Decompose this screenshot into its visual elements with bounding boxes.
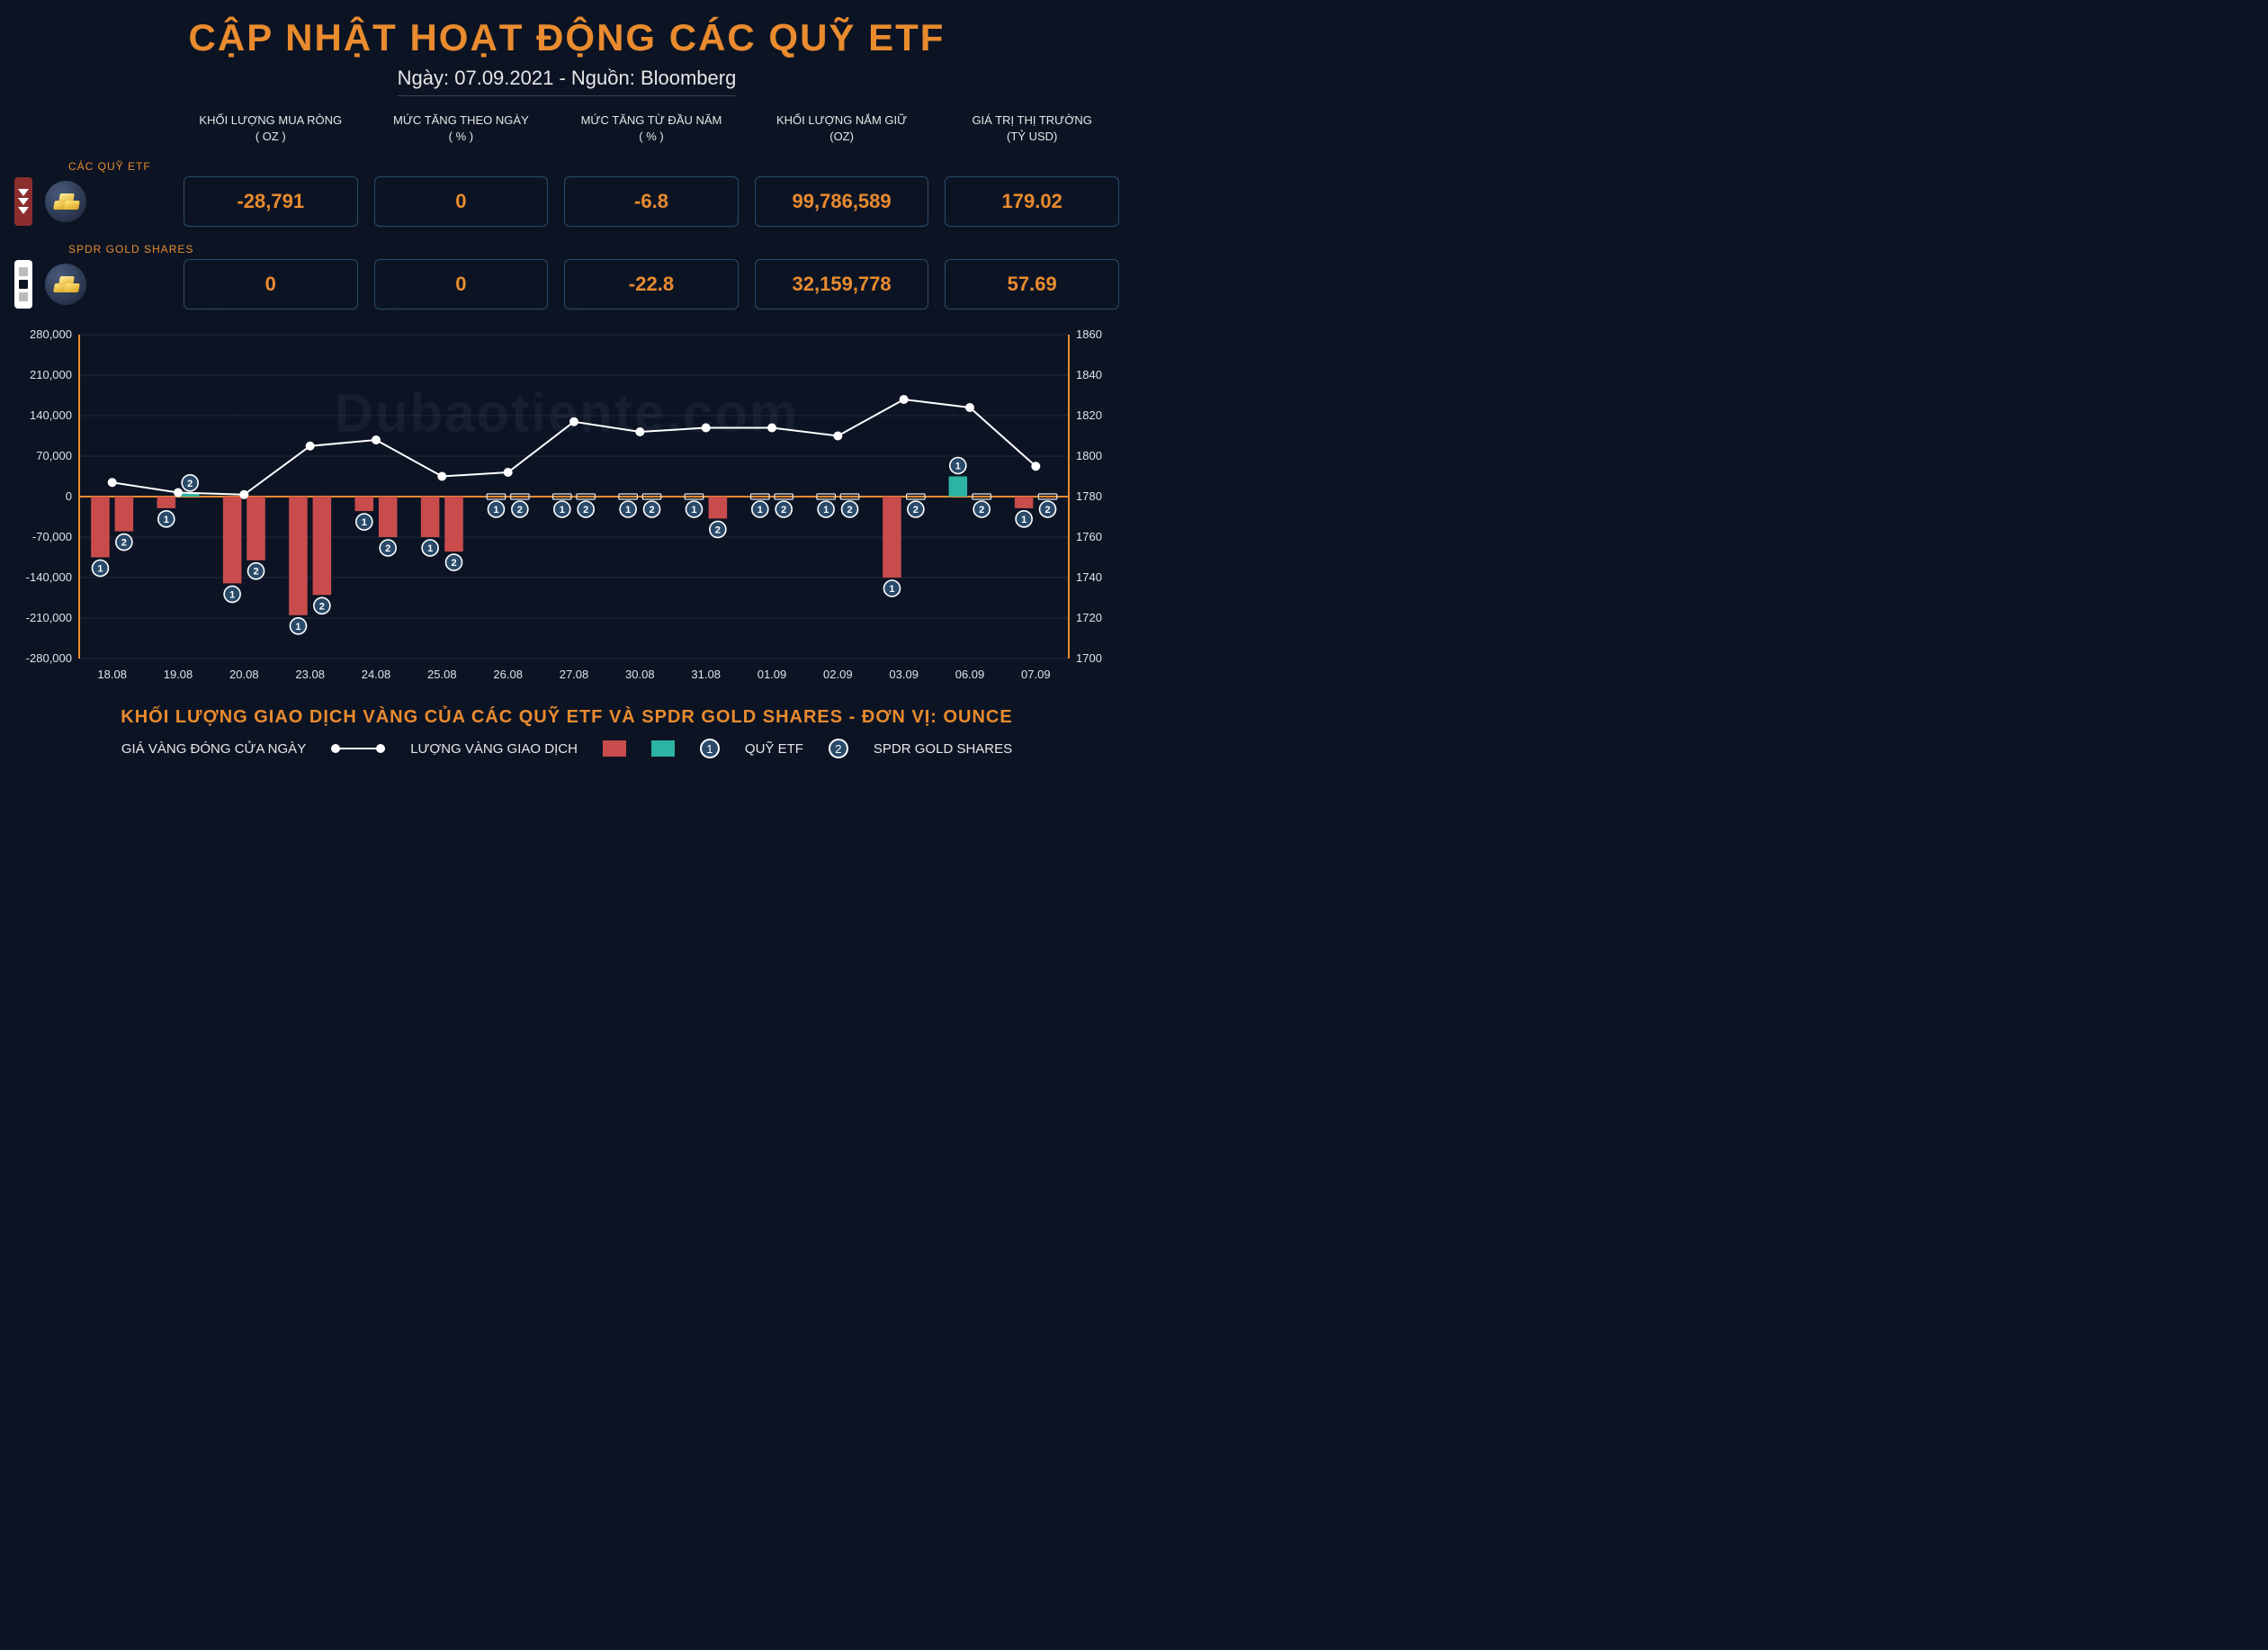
svg-text:1860: 1860	[1076, 327, 1102, 341]
cell: -22.8	[564, 259, 739, 309]
legend-line-icon	[331, 748, 385, 749]
neutral-indicator-icon	[14, 260, 32, 309]
svg-text:01.09: 01.09	[757, 668, 787, 681]
svg-text:1840: 1840	[1076, 368, 1102, 381]
svg-text:2: 2	[913, 505, 919, 516]
svg-text:1800: 1800	[1076, 449, 1102, 462]
svg-text:1: 1	[691, 505, 696, 516]
svg-text:26.08: 26.08	[493, 668, 523, 681]
cell: 57.69	[945, 259, 1119, 309]
svg-text:2: 2	[979, 505, 984, 516]
svg-text:20.08: 20.08	[229, 668, 259, 681]
svg-text:31.08: 31.08	[691, 668, 721, 681]
table-row: -28,791 0 -6.8 99,786,589 179.02	[14, 176, 1119, 227]
svg-text:30.08: 30.08	[625, 668, 655, 681]
svg-text:1: 1	[97, 564, 103, 575]
cell: 99,786,589	[755, 176, 929, 227]
svg-text:1: 1	[1021, 515, 1026, 525]
gold-bars-icon	[45, 264, 86, 305]
svg-text:-210,000: -210,000	[26, 611, 72, 624]
svg-text:1: 1	[823, 505, 829, 516]
svg-text:1700: 1700	[1076, 651, 1102, 665]
svg-text:2: 2	[319, 601, 325, 612]
svg-text:1: 1	[493, 505, 498, 516]
svg-text:1: 1	[295, 622, 300, 632]
svg-text:0: 0	[66, 489, 72, 503]
svg-text:24.08: 24.08	[362, 668, 391, 681]
svg-text:1: 1	[362, 517, 367, 528]
svg-text:25.08: 25.08	[427, 668, 457, 681]
svg-text:-70,000: -70,000	[32, 530, 72, 543]
cell: 32,159,778	[755, 259, 929, 309]
svg-text:70,000: 70,000	[36, 449, 72, 462]
svg-text:1: 1	[560, 505, 565, 516]
svg-text:1: 1	[625, 505, 631, 516]
svg-text:23.08: 23.08	[295, 668, 325, 681]
row-label-spdr: SPDR GOLD SHARES	[14, 243, 1119, 256]
svg-text:140,000: 140,000	[30, 408, 72, 422]
svg-text:1: 1	[229, 590, 235, 601]
svg-text:1: 1	[757, 505, 763, 516]
svg-text:1760: 1760	[1076, 530, 1102, 543]
svg-text:2: 2	[187, 479, 193, 489]
svg-text:2: 2	[715, 525, 721, 536]
volume-price-chart: -280,000 -210,000 -140,000 -70,000 0 70,000 14…	[14, 326, 1119, 695]
svg-text:2: 2	[121, 538, 127, 549]
svg-text:280,000: 280,000	[30, 327, 72, 341]
svg-text:02.09: 02.09	[823, 668, 853, 681]
svg-text:2: 2	[385, 543, 390, 554]
cell: 0	[184, 259, 358, 309]
svg-text:-280,000: -280,000	[26, 651, 72, 665]
col-header: MỨC TĂNG THEO NGÀY( % )	[374, 112, 549, 144]
svg-text:18.08: 18.08	[97, 668, 127, 681]
svg-text:2: 2	[253, 567, 258, 578]
svg-text:210,000: 210,000	[30, 368, 72, 381]
svg-text:1: 1	[427, 543, 433, 554]
svg-text:2: 2	[1044, 505, 1050, 516]
svg-text:07.09: 07.09	[1021, 668, 1051, 681]
svg-text:06.09: 06.09	[955, 668, 985, 681]
svg-text:-140,000: -140,000	[26, 570, 72, 584]
svg-text:2: 2	[781, 505, 786, 516]
svg-text:1720: 1720	[1076, 611, 1102, 624]
svg-text:19.08: 19.08	[164, 668, 193, 681]
cell: 0	[374, 259, 549, 309]
svg-text:2: 2	[451, 558, 456, 569]
svg-text:1: 1	[889, 584, 894, 595]
col-header: GIÁ TRỊ THỊ TRƯỜNG(TỶ USD)	[945, 112, 1119, 144]
svg-text:2: 2	[517, 505, 523, 516]
cell: -28,791	[184, 176, 358, 227]
table-row: 0 0 -22.8 32,159,778 57.69	[14, 259, 1119, 309]
svg-text:1740: 1740	[1076, 570, 1102, 584]
svg-text:2: 2	[583, 505, 588, 516]
cell: 179.02	[945, 176, 1119, 227]
metrics-table: KHỐI LƯỢNG MUA RÒNG( OZ ) MỨC TĂNG THEO …	[14, 112, 1119, 309]
svg-text:1780: 1780	[1076, 489, 1102, 503]
svg-text:1: 1	[164, 515, 169, 525]
cell: -6.8	[564, 176, 739, 227]
col-header: KHỐI LƯỢNG NẮM GIỮ(OZ)	[755, 112, 929, 144]
column-headers: KHỐI LƯỢNG MUA RÒNG( OZ ) MỨC TĂNG THEO …	[14, 112, 1119, 144]
trend-down-icon	[14, 177, 32, 226]
row-label-etf: CÁC QUỸ ETF	[14, 160, 1119, 173]
svg-text:2: 2	[847, 505, 852, 516]
svg-text:2: 2	[649, 505, 654, 516]
svg-text:27.08: 27.08	[560, 668, 589, 681]
col-header: KHỐI LƯỢNG MUA RÒNG( OZ )	[184, 112, 358, 144]
svg-text:1820: 1820	[1076, 408, 1102, 422]
col-header: MỨC TĂNG TỪ ĐẦU NĂM( % )	[564, 112, 739, 144]
chart-svg: -280,000 -210,000 -140,000 -70,000 0 70,000 14…	[14, 326, 1119, 695]
svg-text:03.09: 03.09	[889, 668, 919, 681]
gold-bars-icon	[45, 181, 86, 222]
svg-text:1: 1	[955, 462, 961, 472]
cell: 0	[374, 176, 549, 227]
